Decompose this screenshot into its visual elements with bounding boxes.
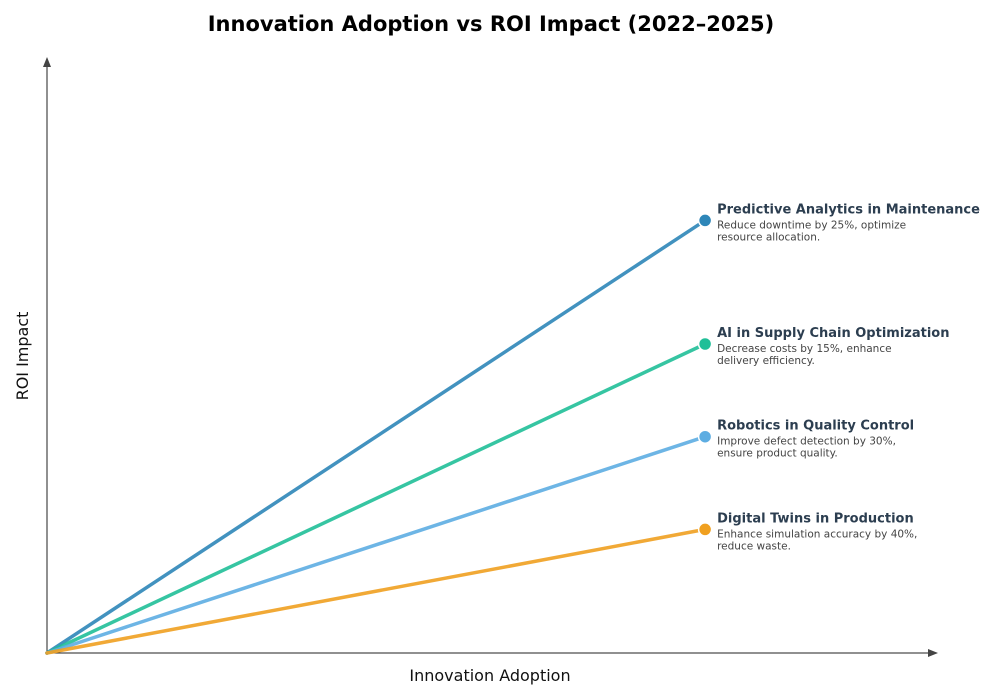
chart-title: Innovation Adoption vs ROI Impact (2022–… bbox=[208, 12, 775, 36]
series-line bbox=[45, 434, 707, 655]
series-endpoint bbox=[697, 336, 713, 352]
series-label: AI in Supply Chain Optimization bbox=[717, 326, 949, 341]
series-endpoint bbox=[697, 429, 713, 444]
series-line bbox=[45, 527, 707, 655]
series-label: Robotics in Quality Control bbox=[717, 419, 914, 434]
series-layer: Predictive Analytics in Maintenance Reduc… bbox=[45, 202, 980, 655]
series-label: Digital Twins in Production bbox=[717, 511, 914, 526]
x-axis-label: Innovation Adoption bbox=[409, 666, 570, 685]
series-endpoint bbox=[697, 213, 713, 228]
series-description: Reduce downtime by 25%, optimize bbox=[717, 219, 906, 231]
series-endpoint bbox=[697, 522, 713, 537]
series-description: delivery efficiency. bbox=[717, 355, 815, 367]
series-group: Robotics in Quality Control Improve defec… bbox=[45, 419, 914, 655]
series-label: Predictive Analytics in Maintenance bbox=[717, 202, 980, 217]
series-description: Decrease costs by 15%, enhance bbox=[717, 343, 891, 355]
series-description: Improve defect detection by 30%, bbox=[717, 436, 896, 448]
series-group: Digital Twins in Production Enhance simul… bbox=[45, 511, 917, 655]
series-description: ensure product quality. bbox=[717, 448, 838, 460]
series-line bbox=[45, 342, 707, 655]
series-group: Predictive Analytics in Maintenance Reduc… bbox=[45, 202, 980, 655]
series-description: Enhance simulation accuracy by 40%, bbox=[717, 528, 917, 540]
series-description: reduce waste. bbox=[717, 540, 791, 552]
series-description: resource allocation. bbox=[717, 231, 820, 243]
series-line bbox=[45, 218, 707, 655]
series-group: AI in Supply Chain Optimization Decrease … bbox=[45, 326, 949, 655]
y-axis-label: ROI Impact bbox=[13, 312, 32, 401]
